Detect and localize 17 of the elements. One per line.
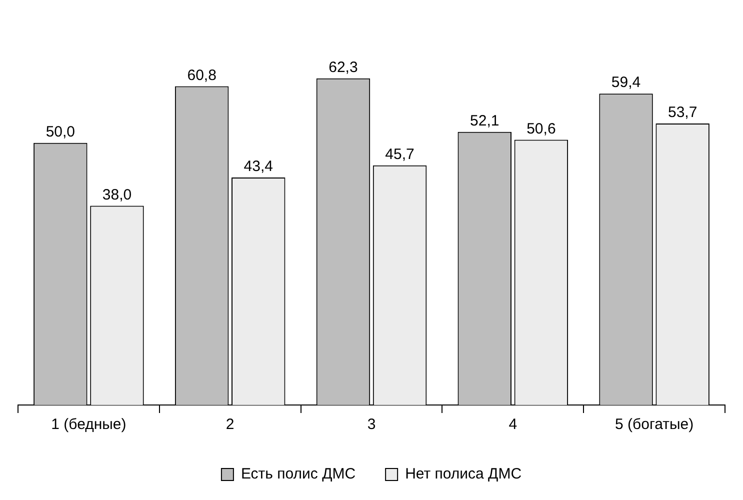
data-label: 50,6	[526, 120, 556, 138]
legend-label: Нет полиса ДМС	[405, 466, 522, 483]
x-tick-label: 4	[508, 416, 518, 434]
data-label: 60,8	[187, 66, 216, 84]
x-tick-label: 2	[226, 416, 234, 434]
x-tick-label: 5 (богатые)	[615, 416, 694, 434]
legend-label: Есть полис ДМС	[240, 466, 356, 483]
x-tick-label: 1 (бедные)	[51, 416, 126, 434]
data-label: 53,7	[668, 104, 698, 122]
data-label: 52,1	[470, 112, 500, 130]
data-label: 62,3	[328, 59, 358, 76]
data-label: 50,0	[46, 124, 76, 140]
data-label: 38,0	[102, 186, 132, 204]
data-label: 59,4	[611, 74, 641, 92]
x-tick-label: 3	[367, 416, 376, 434]
data-label: 45,7	[385, 146, 414, 164]
data-label: 43,4	[244, 158, 273, 176]
